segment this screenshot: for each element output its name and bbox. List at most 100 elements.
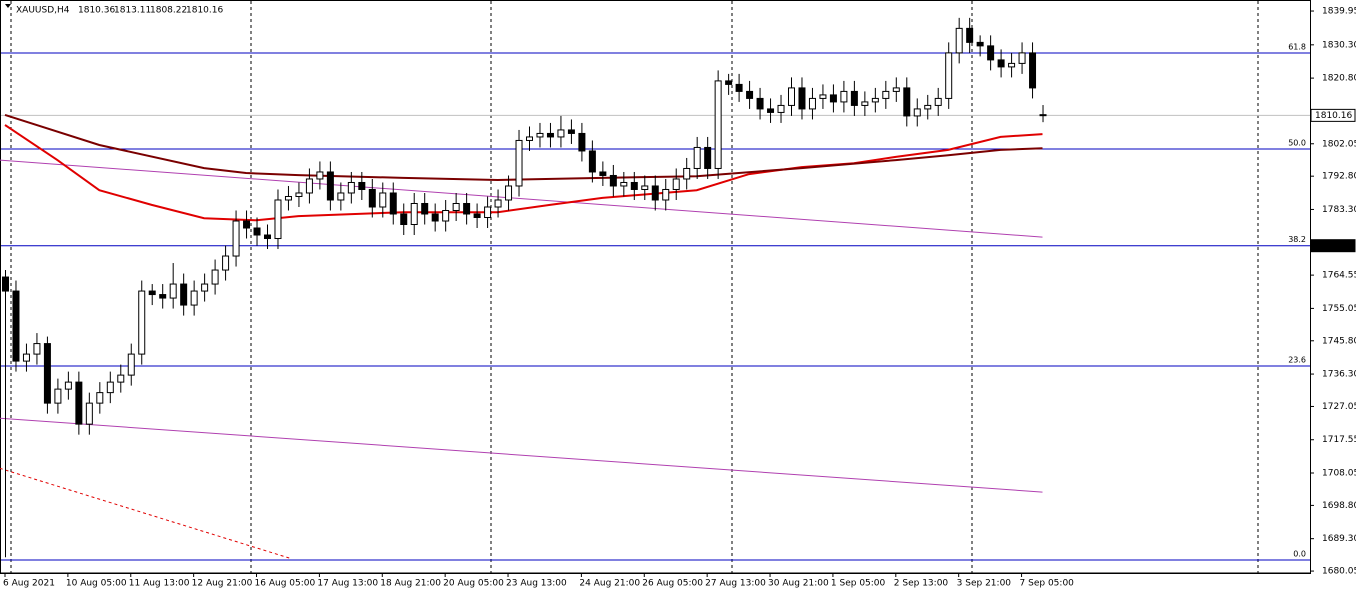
- candle-body: [725, 80, 733, 85]
- candle-body: [138, 290, 146, 355]
- candle-body: [2, 276, 9, 292]
- menu-arrow[interactable]: [5, 4, 11, 8]
- candle-body: [924, 104, 932, 110]
- symbol: XAUUSD,H4: [16, 6, 70, 16]
- candle-body: [735, 83, 743, 92]
- candle-body: [756, 97, 764, 110]
- x-tick-label: 3 Sep 21:00: [957, 579, 1012, 589]
- candle-body: [347, 181, 355, 194]
- candle-body: [127, 353, 135, 376]
- fib-label: 38.2: [1288, 235, 1306, 244]
- candle-body: [75, 381, 83, 425]
- candle-body: [201, 283, 209, 292]
- y-tick-label: 1792.80: [1322, 172, 1356, 182]
- candle-body: [463, 202, 471, 215]
- candle-body: [494, 199, 502, 208]
- candle-body: [106, 381, 114, 394]
- candle-body: [159, 294, 167, 299]
- candle-body: [515, 139, 523, 187]
- candle-body: [557, 129, 565, 138]
- header-low: 1808.22: [150, 6, 187, 16]
- candle-body: [1029, 52, 1037, 89]
- y-tick-label: 1698.80: [1322, 501, 1356, 511]
- candle-body: [808, 97, 816, 110]
- candle-body: [976, 41, 984, 47]
- x-tick-label: 23 Aug 13:00: [506, 579, 567, 589]
- trendline: [0, 467, 291, 559]
- x-tick-label: 7 Sep 05:00: [1020, 579, 1075, 589]
- candle-body: [169, 283, 177, 299]
- candle-body: [882, 90, 890, 99]
- candle-body: [955, 27, 963, 54]
- candle-body: [829, 94, 837, 103]
- level-price-label: 1772.95: [1315, 241, 1352, 251]
- candle-body: [767, 108, 775, 113]
- x-tick-label: 16 Aug 05:00: [255, 579, 316, 589]
- candle-body: [746, 90, 754, 99]
- fib-label: 50.0: [1288, 139, 1306, 148]
- y-tick-label: 1708.05: [1322, 469, 1356, 479]
- candle-body: [85, 402, 93, 425]
- y-tick-label: 1820.80: [1322, 74, 1356, 84]
- candle-body: [148, 290, 156, 296]
- candle-body: [64, 381, 72, 390]
- candle-body: [609, 174, 617, 187]
- plot-frame: [0, 0, 1311, 574]
- candle-body: [274, 199, 282, 240]
- candle-body: [903, 87, 911, 117]
- candle-body: [211, 269, 219, 285]
- candle-body: [326, 171, 334, 201]
- candle-body: [484, 206, 492, 219]
- candle-body: [54, 388, 62, 404]
- candle-body: [546, 132, 554, 138]
- candle-body: [431, 213, 439, 222]
- candle-body: [190, 290, 198, 306]
- candle-body: [861, 101, 869, 106]
- candle-body: [599, 171, 607, 176]
- fib-label: 61.8: [1288, 43, 1306, 52]
- candle-body: [243, 220, 251, 229]
- candle-body: [819, 94, 827, 99]
- candle-body: [798, 87, 806, 110]
- candle-body: [997, 59, 1005, 68]
- candle-body: [945, 52, 953, 99]
- moving-average: [4, 113, 1043, 182]
- y-tick-label: 1830.30: [1322, 40, 1356, 50]
- candle-body: [389, 192, 397, 215]
- y-tick-label: 1745.80: [1322, 336, 1356, 346]
- y-tick-label: 1736.30: [1322, 370, 1356, 380]
- candle-body: [693, 146, 701, 169]
- candle-body: [452, 202, 460, 211]
- candle-body: [505, 185, 513, 201]
- x-tick-label: 17 Aug 13:00: [317, 579, 378, 589]
- trendline: [0, 159, 1043, 238]
- x-tick-label: 10 Aug 05:00: [66, 579, 127, 589]
- candle-body: [337, 192, 345, 201]
- y-tick-label: 1755.05: [1322, 304, 1356, 314]
- candle-body: [714, 80, 722, 169]
- y-tick-label: 1839.95: [1322, 7, 1356, 17]
- candle-body: [12, 290, 20, 362]
- candle-body: [400, 213, 408, 226]
- candle-body: [379, 192, 387, 208]
- moving-average: [4, 124, 1043, 222]
- candle-body: [1018, 52, 1026, 64]
- candle-body: [96, 392, 104, 404]
- period-separators: [10, 1, 1259, 573]
- candle-body: [934, 97, 942, 106]
- candle-body: [1008, 62, 1016, 68]
- candle-body: [232, 220, 240, 257]
- y-tick-label: 1727.05: [1322, 402, 1356, 412]
- current-price-label-box: [1310, 108, 1356, 122]
- candle-body: [672, 178, 680, 190]
- candle-body: [704, 146, 712, 169]
- candle-body: [840, 90, 848, 103]
- candle-body: [788, 87, 795, 106]
- candle-body: [33, 343, 41, 355]
- candle-body: [358, 181, 366, 190]
- x-tick-label: 12 Aug 21:00: [192, 579, 253, 589]
- candle-body: [305, 178, 313, 194]
- x-tick-label: 6 Aug 2021: [3, 579, 55, 589]
- candle-body: [641, 185, 649, 190]
